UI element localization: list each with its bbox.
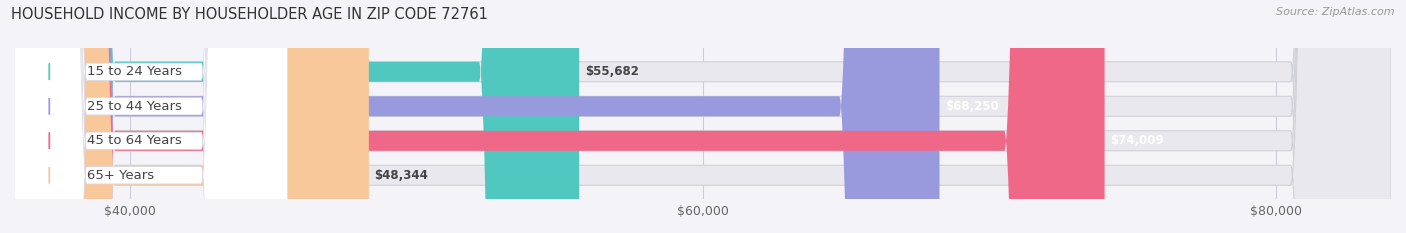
Text: 15 to 24 Years: 15 to 24 Years: [87, 65, 181, 78]
Text: $48,344: $48,344: [374, 169, 429, 182]
FancyBboxPatch shape: [0, 0, 287, 233]
FancyBboxPatch shape: [0, 0, 287, 233]
FancyBboxPatch shape: [0, 0, 287, 233]
Text: 45 to 64 Years: 45 to 64 Years: [87, 134, 181, 147]
FancyBboxPatch shape: [15, 0, 1391, 233]
Text: $68,250: $68,250: [945, 100, 1000, 113]
Text: $55,682: $55,682: [585, 65, 638, 78]
FancyBboxPatch shape: [15, 0, 1391, 233]
Text: 65+ Years: 65+ Years: [87, 169, 153, 182]
FancyBboxPatch shape: [0, 0, 287, 233]
Text: 25 to 44 Years: 25 to 44 Years: [87, 100, 181, 113]
FancyBboxPatch shape: [15, 0, 1391, 233]
FancyBboxPatch shape: [15, 0, 939, 233]
Text: HOUSEHOLD INCOME BY HOUSEHOLDER AGE IN ZIP CODE 72761: HOUSEHOLD INCOME BY HOUSEHOLDER AGE IN Z…: [11, 7, 488, 22]
Text: $74,009: $74,009: [1111, 134, 1164, 147]
FancyBboxPatch shape: [15, 0, 579, 233]
FancyBboxPatch shape: [15, 0, 368, 233]
Text: Source: ZipAtlas.com: Source: ZipAtlas.com: [1277, 7, 1395, 17]
FancyBboxPatch shape: [15, 0, 1105, 233]
FancyBboxPatch shape: [15, 0, 1391, 233]
